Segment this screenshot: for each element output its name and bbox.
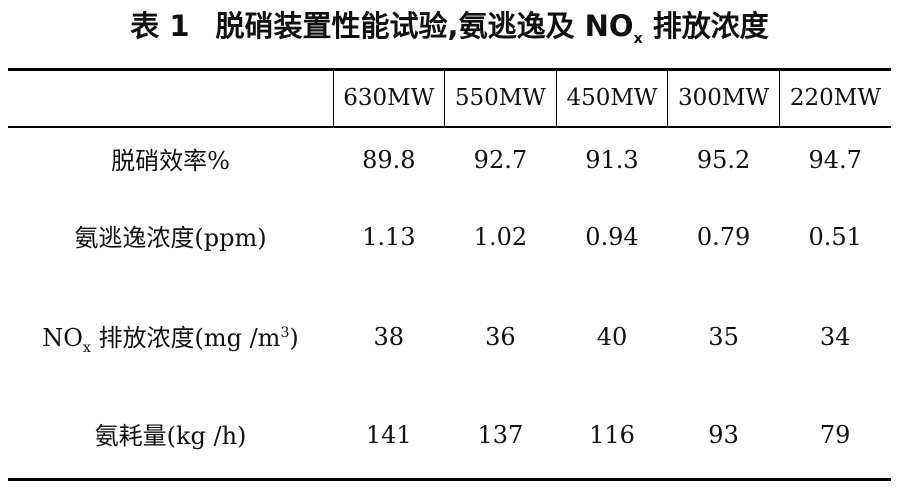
table-cell: 0.94 xyxy=(585,222,639,251)
caption-subscript: x xyxy=(633,30,643,47)
column-header: 450MW xyxy=(555,68,668,128)
column-header: 300MW xyxy=(667,68,780,128)
table-row: 氨耗量(kg /h) 141 137 116 93 79 xyxy=(8,391,891,481)
column-header: 220MW xyxy=(778,68,891,128)
table-cell: 35 xyxy=(708,322,739,351)
table-cell: 79 xyxy=(779,391,891,481)
table-cell: 93 xyxy=(667,391,780,481)
row-label: 氨逃逸浓度(ppm) xyxy=(74,223,267,252)
table-cell: 0.79 xyxy=(696,222,751,251)
table-cell: 137 xyxy=(444,391,557,481)
table-row: 氨逃逸浓度(ppm) 1.13 1.02 0.94 0.79 0.51 xyxy=(8,192,891,282)
table-cell: 1.13 xyxy=(362,222,416,251)
table-row: NOx 排放浓度(mg /m3) 38 36 40 35 34 xyxy=(8,282,891,392)
row-label: 脱硝效率% xyxy=(111,146,230,175)
table-cell: 36 xyxy=(485,322,516,351)
table-cell: 40 xyxy=(596,322,628,351)
header-row: 630MW 550MW 450MW 300MW 220MW xyxy=(8,68,891,128)
header-corner xyxy=(8,68,333,128)
table-cell: 38 xyxy=(373,322,405,351)
table-cell: 34 xyxy=(819,322,851,351)
table-number: 表 1 xyxy=(130,9,190,43)
table-cell: 89.8 xyxy=(362,145,416,174)
performance-table: 630MW 550MW 450MW 300MW 220MW 脱硝效率% 89.8… xyxy=(8,68,891,481)
table-cell: 0.51 xyxy=(808,222,862,251)
table-row: 脱硝效率% 89.8 92.7 91.3 95.2 94.7 xyxy=(8,127,891,192)
caption-text: 脱硝装置性能试验,氨逃逸及 NO xyxy=(215,9,634,43)
table-cell: 1.02 xyxy=(473,222,528,251)
table-cell: 91.3 xyxy=(585,145,639,174)
table-cell: 141 xyxy=(333,391,445,481)
row-label: 氨耗量(kg /h) xyxy=(8,391,333,481)
column-header: 630MW xyxy=(332,68,445,128)
table-cell: 116 xyxy=(556,391,668,481)
table-caption: 表 1 脱硝装置性能试验,氨逃逸及 NOx 排放浓度 xyxy=(0,6,899,47)
column-header: 550MW xyxy=(444,68,557,128)
caption-tail: 排放浓度 xyxy=(642,9,769,43)
row-label: NOx 排放浓度(mg /m3) xyxy=(42,323,299,356)
table-cell: 94.7 xyxy=(808,145,862,174)
table-cell: 92.7 xyxy=(473,145,528,174)
table-cell: 95.2 xyxy=(696,145,751,174)
